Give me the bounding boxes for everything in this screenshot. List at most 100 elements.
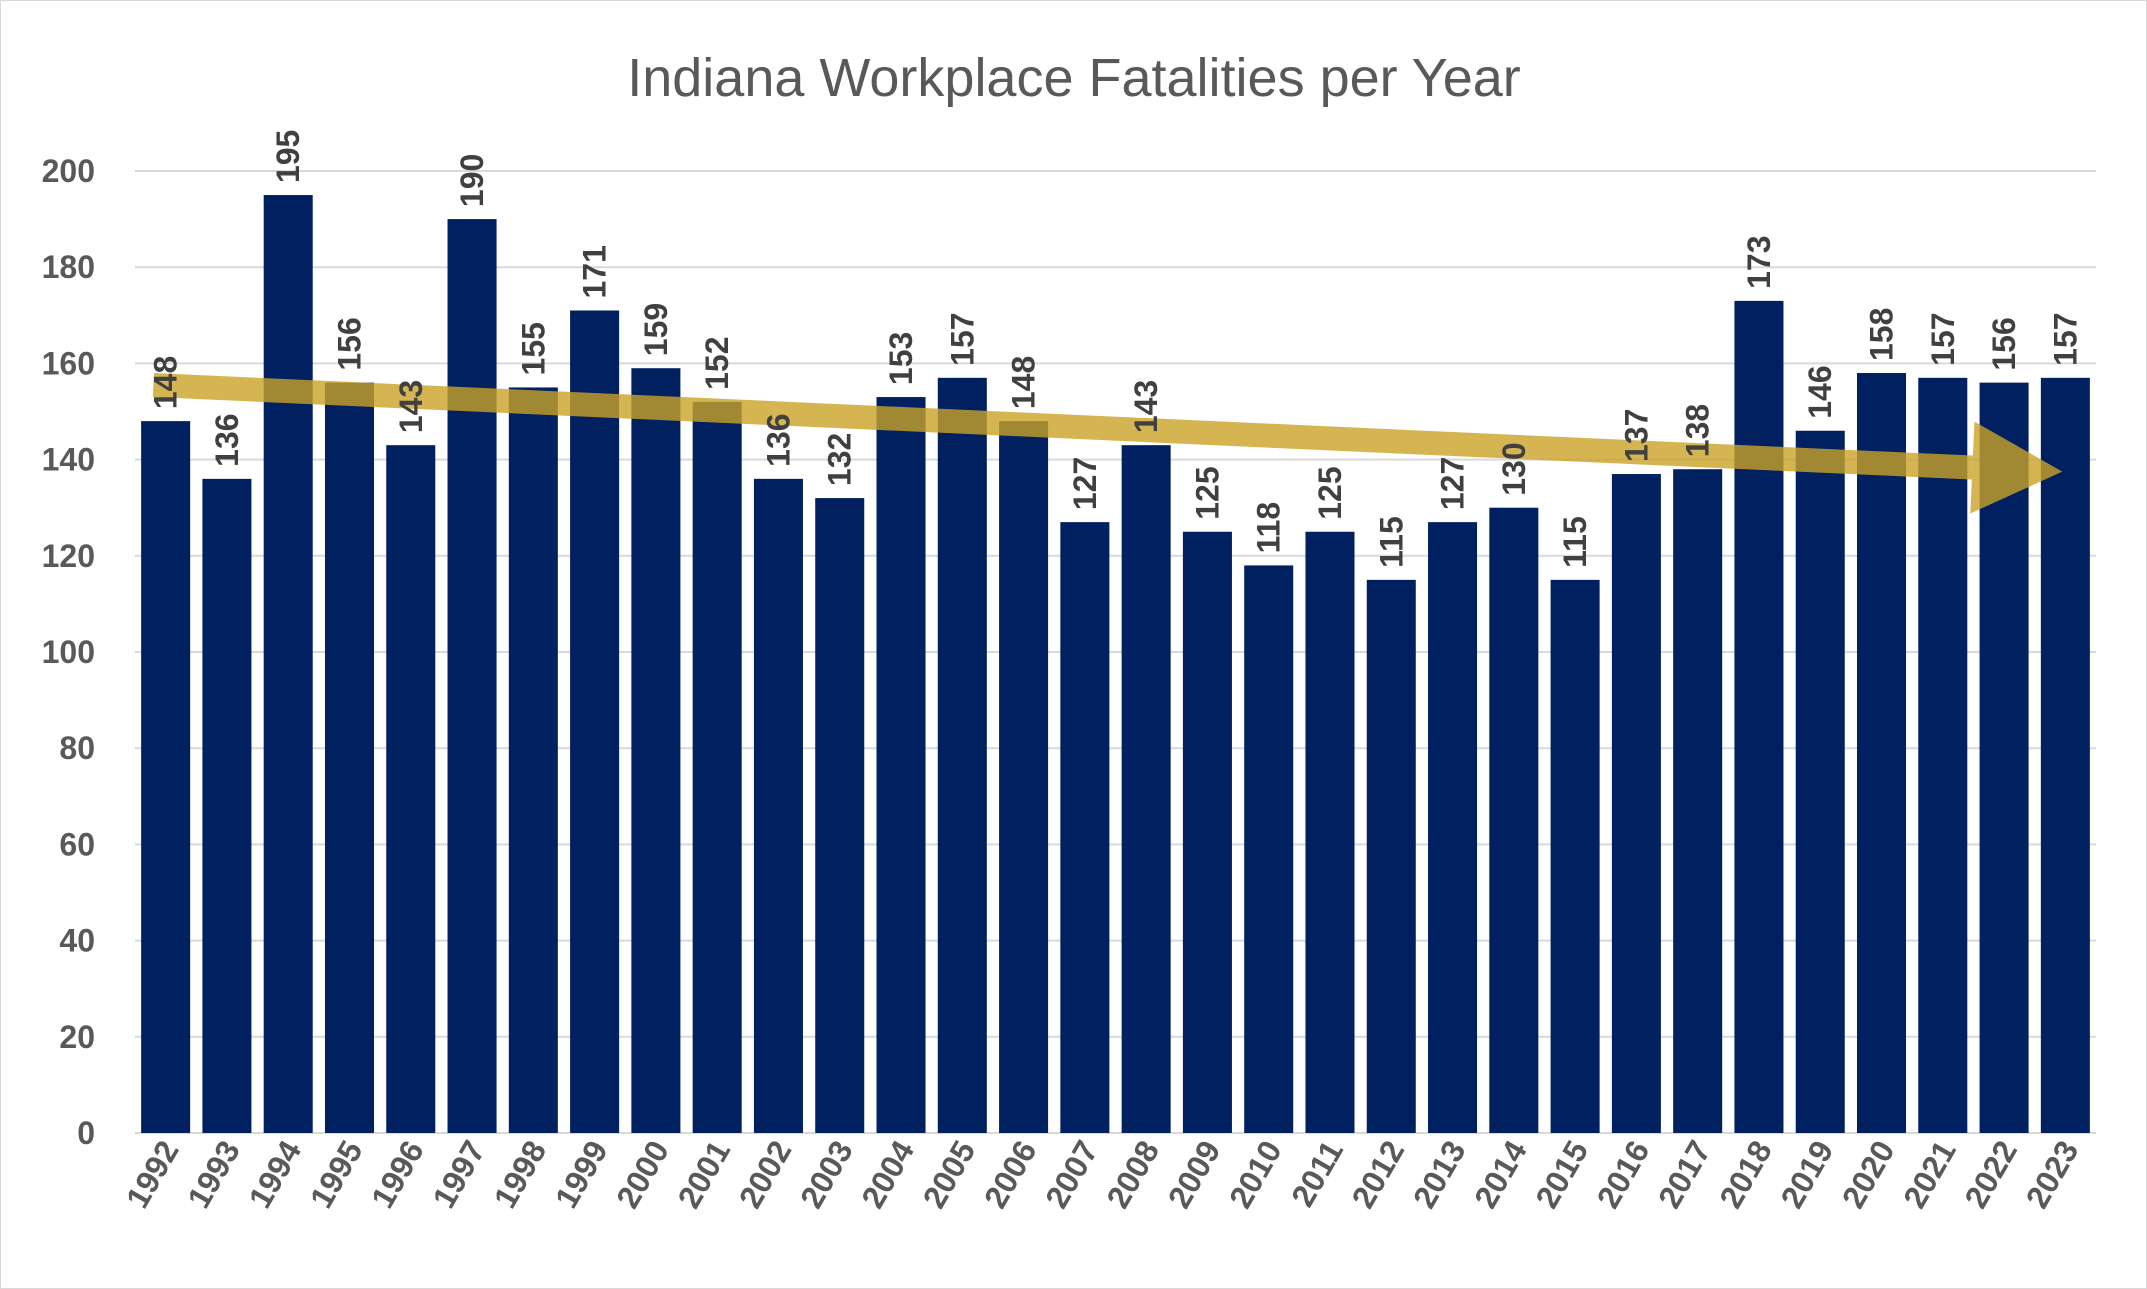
- x-tick-label-2017: 2017: [1651, 1135, 1718, 1215]
- bar-1995: [324, 382, 374, 1133]
- bar-2006: [999, 421, 1049, 1133]
- data-label-2002: 136: [760, 413, 796, 466]
- x-tick-label-1997: 1997: [425, 1135, 492, 1215]
- y-tick-label: 60: [59, 826, 95, 862]
- data-label-2011: 125: [1312, 466, 1348, 519]
- bar-1998: [508, 387, 558, 1133]
- data-label-2013: 127: [1435, 457, 1471, 510]
- x-tick-label-2015: 2015: [1528, 1135, 1595, 1215]
- bar-2015: [1550, 579, 1600, 1133]
- bar-2002: [753, 478, 803, 1134]
- bar-2022: [1979, 382, 2029, 1133]
- x-tick-label-1992: 1992: [119, 1135, 186, 1215]
- y-tick-label: 20: [59, 1019, 95, 1055]
- x-tick-label-2020: 2020: [1835, 1135, 1902, 1215]
- x-tick-label-1999: 1999: [548, 1135, 615, 1215]
- data-label-2006: 148: [1006, 356, 1042, 409]
- x-tick-label-1998: 1998: [487, 1135, 554, 1215]
- x-tick-label-2018: 2018: [1712, 1135, 1779, 1215]
- bar-2007: [1060, 522, 1110, 1133]
- bar-2021: [1918, 377, 1968, 1134]
- trend-arrow-group: [152, 373, 2063, 514]
- x-tick-label-2006: 2006: [977, 1135, 1044, 1215]
- y-tick-label: 120: [42, 538, 95, 574]
- bar-2004: [876, 397, 926, 1133]
- bar-2010: [1244, 565, 1294, 1133]
- bar-2019: [1795, 430, 1845, 1133]
- x-axis-tick-labels: 1992199319941995199619971998199920002001…: [119, 1134, 2085, 1214]
- bar-2020: [1857, 373, 1907, 1133]
- data-label-1996: 143: [393, 380, 429, 433]
- data-label-1992: 148: [148, 356, 184, 409]
- x-tick-label-1996: 1996: [364, 1135, 431, 1215]
- x-tick-label-2021: 2021: [1896, 1135, 1963, 1215]
- y-tick-label: 180: [42, 249, 95, 285]
- y-tick-label: 80: [59, 730, 95, 766]
- y-tick-label: 140: [42, 442, 95, 478]
- x-tick-label-2005: 2005: [916, 1135, 983, 1215]
- chart-title: Indiana Workplace Fatalities per Year: [627, 48, 1521, 108]
- bar-2001: [692, 401, 742, 1133]
- data-label-2016: 137: [1618, 409, 1654, 462]
- data-label-2008: 143: [1128, 380, 1164, 433]
- x-tick-label-2000: 2000: [609, 1135, 676, 1215]
- data-label-2021: 157: [1925, 312, 1961, 365]
- bar-2000: [631, 368, 681, 1134]
- x-tick-label-2011: 2011: [1284, 1135, 1350, 1213]
- x-tick-label-2001: 2001: [670, 1135, 737, 1215]
- data-label-2001: 152: [699, 336, 735, 389]
- x-tick-label-2014: 2014: [1467, 1134, 1534, 1214]
- x-tick-label-2009: 2009: [1161, 1135, 1228, 1215]
- bar-1993: [202, 478, 252, 1134]
- data-label-2009: 125: [1189, 466, 1225, 519]
- bar-2008: [1121, 445, 1171, 1133]
- bar-2018: [1734, 300, 1784, 1133]
- data-label-2000: 159: [638, 303, 674, 356]
- x-tick-label-1993: 1993: [180, 1135, 247, 1215]
- data-label-2007: 127: [1067, 457, 1103, 510]
- data-label-1999: 171: [577, 245, 613, 298]
- x-tick-label-2003: 2003: [793, 1135, 860, 1215]
- bar-2003: [815, 498, 865, 1134]
- x-tick-label-2023: 2023: [2019, 1135, 2086, 1215]
- y-tick-label: 100: [42, 634, 95, 670]
- data-label-2003: 132: [822, 433, 858, 486]
- y-tick-label: 200: [42, 153, 95, 189]
- x-tick-label-1994: 1994: [241, 1134, 308, 1214]
- bar-2014: [1489, 507, 1539, 1133]
- bar-1992: [141, 421, 191, 1133]
- x-tick-label-2004: 2004: [854, 1134, 921, 1214]
- data-label-2012: 115: [1373, 516, 1409, 568]
- x-tick-label-1995: 1995: [303, 1135, 370, 1215]
- data-label-2018: 173: [1741, 235, 1777, 288]
- x-tick-label-2022: 2022: [1957, 1135, 2024, 1215]
- y-tick-label: 40: [59, 923, 95, 959]
- data-label-2015: 115: [1557, 516, 1593, 568]
- trend-arrow-head: [1970, 421, 2063, 514]
- x-tick-label-2019: 2019: [1774, 1135, 1841, 1215]
- bar-2017: [1673, 469, 1723, 1134]
- bar-2012: [1366, 579, 1416, 1133]
- data-label-2005: 157: [944, 312, 980, 365]
- data-label-1995: 156: [331, 317, 367, 370]
- x-tick-label-2010: 2010: [1222, 1135, 1289, 1215]
- data-labels: 148 136 195 156 143 190 155 171 159 152 136 132 153 1…: [148, 130, 2084, 568]
- x-tick-label-2002: 2002: [732, 1135, 799, 1215]
- bar-2023: [2040, 377, 2090, 1134]
- bars: [141, 195, 2090, 1134]
- x-tick-label-2016: 2016: [1590, 1135, 1657, 1215]
- data-label-1998: 155: [515, 322, 551, 375]
- bar-2013: [1428, 522, 1478, 1133]
- x-tick-label-2007: 2007: [1038, 1135, 1105, 1215]
- data-label-2023: 157: [2047, 312, 2083, 365]
- data-label-2010: 118: [1251, 502, 1287, 554]
- bar-2009: [1182, 531, 1232, 1133]
- data-label-2017: 138: [1680, 404, 1716, 457]
- bar-1997: [447, 219, 497, 1134]
- bar-1996: [386, 445, 436, 1133]
- data-label-1994: 195: [270, 130, 306, 183]
- data-label-1993: 136: [209, 413, 245, 466]
- bar-2005: [937, 377, 987, 1134]
